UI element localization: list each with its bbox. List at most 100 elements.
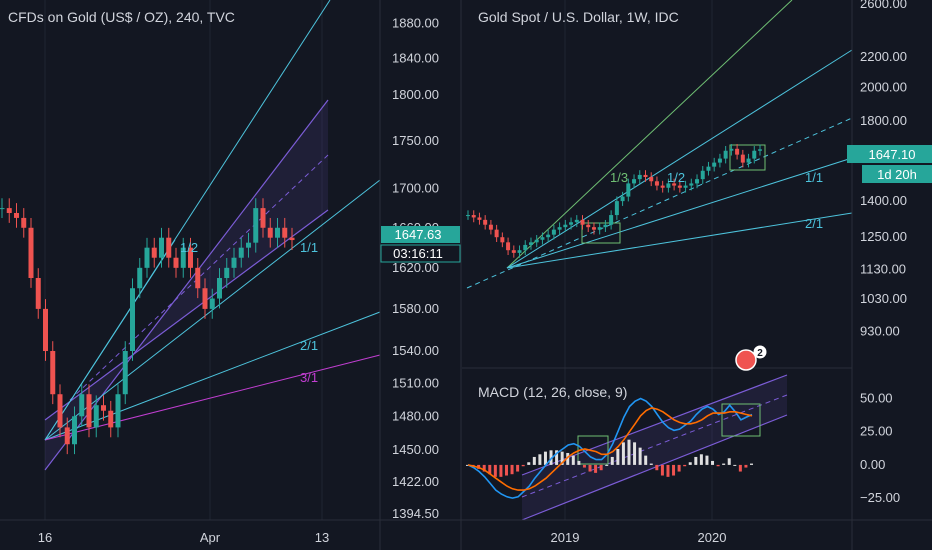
right-chart-title: Gold Spot / U.S. Dollar, 1W, IDC bbox=[478, 9, 679, 25]
left-price-tick: 1540.00 bbox=[392, 343, 439, 358]
left-price-tick: 1880.00 bbox=[392, 15, 439, 30]
left-last-price: 1647.63 bbox=[395, 227, 442, 242]
left-price-tick: 1620.00 bbox=[392, 260, 439, 275]
macd-hist-bar bbox=[610, 456, 614, 465]
candle-body bbox=[173, 257, 179, 268]
macd-hist-bar bbox=[594, 464, 598, 473]
candle-body bbox=[477, 217, 482, 220]
candle-body bbox=[253, 208, 259, 243]
macd-hist-bar bbox=[499, 464, 503, 477]
right-price-axis[interactable]: 2600.00 2200.00 2000.00 1800.00 1400.00 1250.… bbox=[860, 0, 907, 338]
candle-body bbox=[195, 267, 201, 289]
candle-body bbox=[557, 227, 562, 230]
right-fan-label-1: 1/3 bbox=[610, 170, 628, 185]
candle-body bbox=[0, 208, 5, 210]
macd-highlight-box-2 bbox=[721, 403, 761, 437]
left-fan-label-2: 1/1 bbox=[300, 240, 318, 255]
left-price-axis[interactable]: 1880.001840.001800.001750.001700.001660.… bbox=[392, 15, 439, 521]
candle-body bbox=[534, 239, 539, 243]
macd-hist-bar bbox=[538, 454, 542, 465]
right-last-price: 1647.10 bbox=[869, 147, 916, 162]
macd-highlight-box-1 bbox=[577, 435, 609, 465]
macd-tick: 0.00 bbox=[860, 457, 885, 472]
left-price-tick: 1700.00 bbox=[392, 181, 439, 196]
candle-body bbox=[695, 179, 700, 184]
macd-hist-bar bbox=[638, 447, 642, 465]
candle-body bbox=[108, 410, 114, 428]
candle-body bbox=[231, 257, 237, 268]
candle-body bbox=[166, 237, 172, 258]
candle-body bbox=[488, 224, 493, 230]
right-time-axis[interactable]: 2019 2020 bbox=[551, 530, 727, 545]
candle-body bbox=[471, 215, 476, 218]
candle-body bbox=[632, 179, 637, 184]
candle-body bbox=[506, 242, 511, 251]
candle-body bbox=[101, 405, 106, 411]
left-chart-title: CFDs on Gold (US$ / OZ), 240, TVC bbox=[8, 9, 235, 25]
candle-body bbox=[275, 227, 280, 238]
candle-body bbox=[209, 298, 215, 309]
left-chart-panel[interactable]: 1/2 1/1 2/1 3/1 CFDs on Gold (US$ / OZ),… bbox=[0, 0, 462, 550]
left-price-tick: 1840.00 bbox=[392, 51, 439, 66]
macd-hist-bar bbox=[504, 464, 508, 476]
right-highlight-box-2 bbox=[729, 144, 766, 171]
macd-hist-bar bbox=[677, 464, 681, 472]
right-time-tick: 2020 bbox=[698, 530, 727, 545]
macd-hist-bar bbox=[543, 451, 547, 465]
left-gann-fan bbox=[44, 0, 381, 441]
macd-hist-bar bbox=[466, 464, 469, 466]
candle-body bbox=[603, 224, 608, 228]
right-chart-panel[interactable]: 1/3 1/2 1/1 2/1 2 MACD (12, 26, close, 9… bbox=[462, 0, 932, 550]
candle-body bbox=[637, 174, 642, 180]
left-candles bbox=[0, 198, 295, 455]
candle-body bbox=[620, 196, 625, 202]
macd-hist-bar bbox=[683, 464, 687, 467]
candle-body bbox=[643, 174, 648, 178]
macd-axis[interactable]: 50.00 25.00 0.00 −25.00 bbox=[860, 391, 900, 506]
event-badge-count: 2 bbox=[757, 348, 763, 359]
candle-body bbox=[712, 162, 717, 167]
macd-hist-bar bbox=[599, 464, 603, 471]
macd-hist-bar bbox=[560, 451, 564, 465]
candle-body bbox=[586, 224, 591, 228]
event-flag-icon[interactable] bbox=[735, 349, 757, 371]
candle-body bbox=[289, 237, 295, 241]
candle-body bbox=[677, 185, 682, 188]
candle-body bbox=[72, 416, 77, 445]
candle-body bbox=[260, 208, 266, 228]
right-fan-label-3: 1/1 bbox=[805, 170, 823, 185]
candle-body bbox=[43, 308, 48, 352]
candle-body bbox=[144, 247, 150, 268]
candle-body bbox=[494, 229, 499, 238]
candle-body bbox=[723, 150, 728, 159]
macd-hist-bar bbox=[532, 456, 536, 465]
macd-hist-bar bbox=[566, 452, 570, 465]
candle-body bbox=[706, 166, 711, 171]
candle-body bbox=[238, 247, 244, 258]
macd-hist-bar bbox=[621, 442, 625, 465]
candle-body bbox=[202, 288, 208, 309]
macd-hist-bar bbox=[672, 464, 676, 476]
macd-hist-bar bbox=[488, 464, 492, 475]
macd-hist-bar bbox=[516, 464, 520, 472]
candle-body bbox=[597, 227, 602, 230]
candle-body bbox=[115, 394, 121, 428]
macd-hist-bar bbox=[744, 464, 748, 468]
candle-body bbox=[569, 222, 574, 225]
candle-body bbox=[93, 405, 99, 428]
macd-hist-bar bbox=[688, 462, 692, 465]
macd-tick: 50.00 bbox=[860, 391, 893, 406]
right-price-tick: 1130.00 bbox=[860, 261, 906, 276]
right-last-price-badge bbox=[847, 145, 932, 163]
macd-hist-bar bbox=[549, 450, 553, 465]
left-fan-label-3: 2/1 bbox=[300, 338, 318, 353]
candle-body bbox=[551, 229, 556, 235]
left-price-tick: 1480.00 bbox=[392, 408, 439, 423]
left-time-axis[interactable]: 16 Apr 13 bbox=[38, 530, 329, 545]
left-countdown: 03:16:11 bbox=[393, 246, 443, 261]
left-price-tick: 1750.00 bbox=[392, 133, 439, 148]
macd-hist-bar bbox=[571, 455, 575, 465]
macd-hist-bar bbox=[738, 464, 742, 472]
candle-body bbox=[758, 149, 762, 151]
right-price-tick: 930.00 bbox=[860, 323, 900, 338]
